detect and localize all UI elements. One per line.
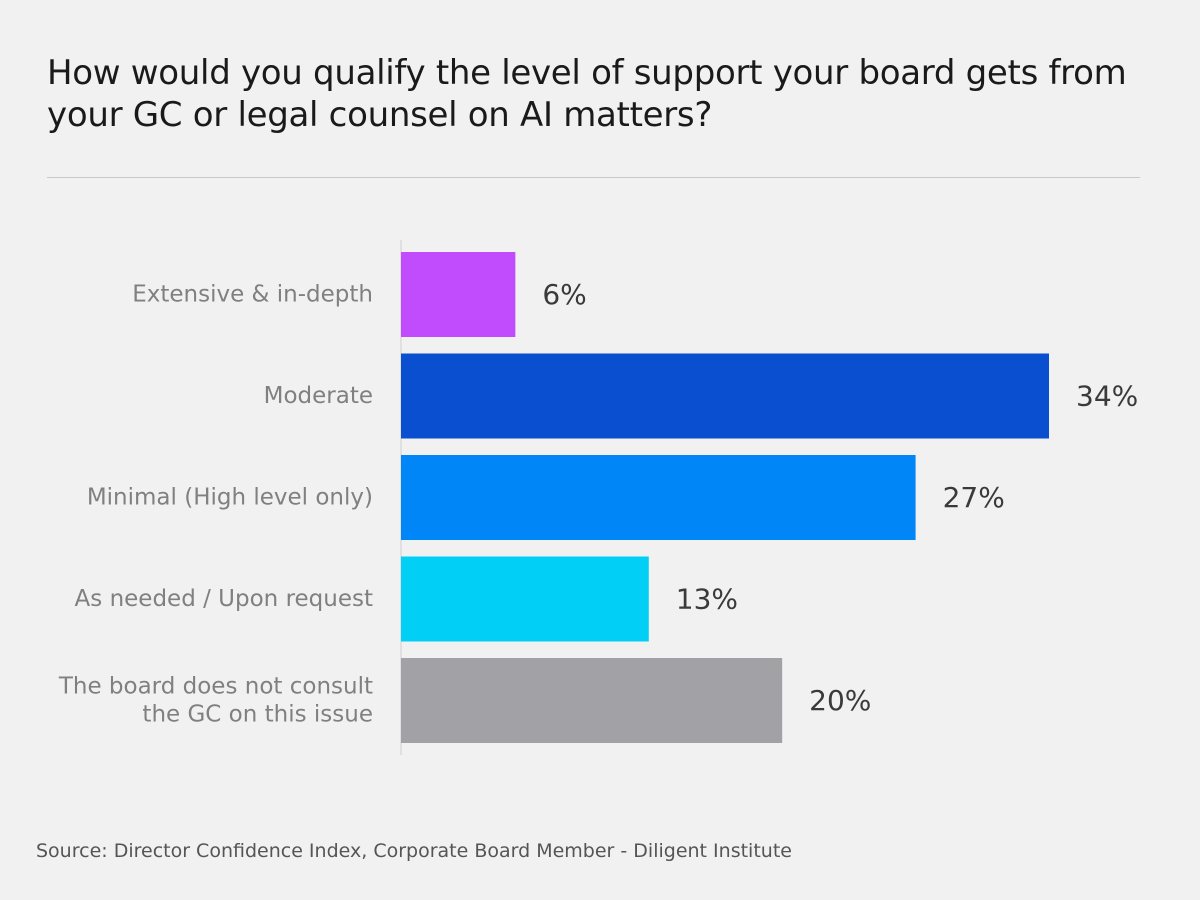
category-label-1: Extensive & in-depth xyxy=(132,282,373,308)
category-label-2: Moderate xyxy=(264,383,373,409)
bar-1 xyxy=(401,252,516,337)
category-label-5: The board does not consult the GC on this… xyxy=(58,674,373,728)
title-divider xyxy=(47,177,1140,178)
bar-2 xyxy=(401,353,1049,439)
value-label-4: 13% xyxy=(676,583,738,616)
source-note: Source: Director Confidence Index, Corpo… xyxy=(36,840,792,862)
value-label-3: 27% xyxy=(943,481,1005,514)
bar-3 xyxy=(401,455,916,540)
chart-title: How would you qualify the level of suppo… xyxy=(47,53,1127,135)
value-label-5: 20% xyxy=(809,684,871,717)
category-label-3: Minimal (High level only) xyxy=(87,485,373,511)
bar-5 xyxy=(401,658,783,743)
value-label-2: 34% xyxy=(1076,380,1138,413)
bar-4 xyxy=(401,556,649,642)
category-label-4: As needed / Upon request xyxy=(75,586,373,612)
value-label-1: 6% xyxy=(542,278,586,311)
